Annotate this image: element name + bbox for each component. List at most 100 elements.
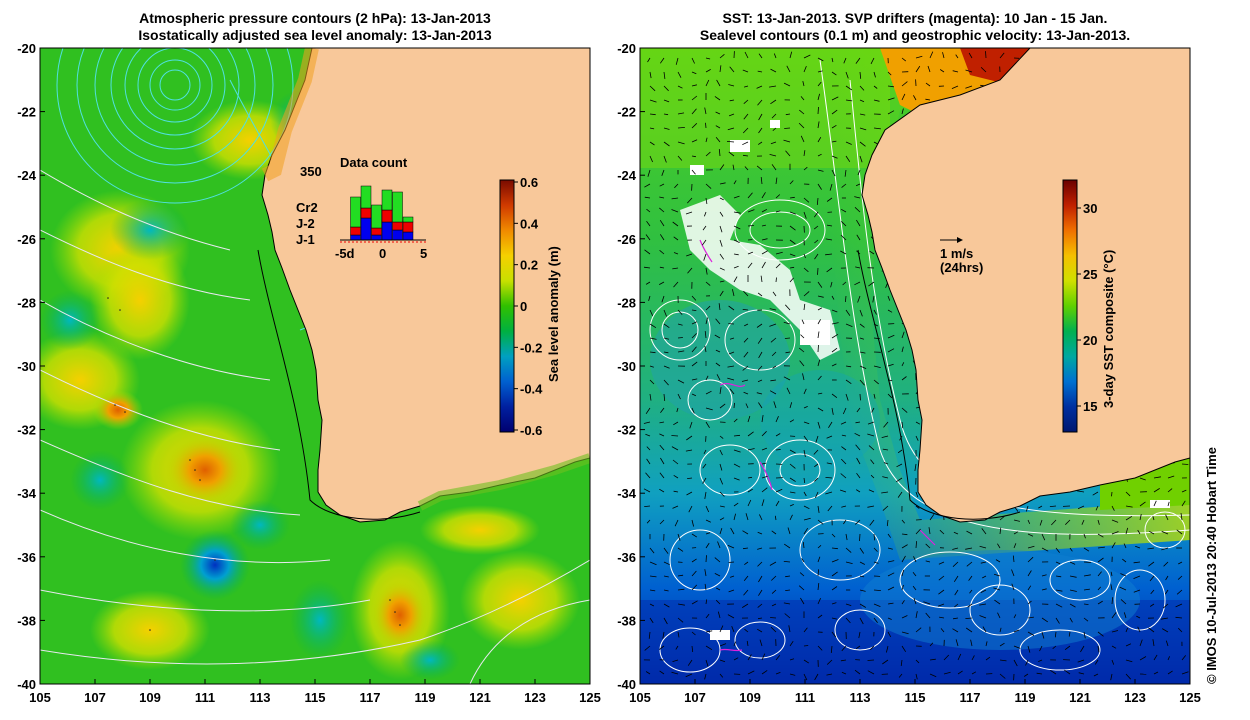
inset-bar-j2 <box>392 221 403 231</box>
y-tick-label: -38 <box>17 613 36 628</box>
inset-bar-j1 <box>381 221 393 241</box>
inset-title: Data count <box>340 155 408 170</box>
inset-bar-j2 <box>381 209 393 223</box>
colorbar-tick: 25 <box>1083 267 1097 282</box>
left-map: Data count 350 -5d 0 5 Cr2 J-2 J-1 <box>40 48 590 684</box>
inset-bar-cr2 <box>381 189 393 211</box>
left-x-axis: 105 107 109 111 113 115 117 119 121 123 125 <box>29 679 601 705</box>
inset-bar-j1 <box>371 234 382 241</box>
left-colorbar-label: Sea level anomaly (m) <box>546 246 561 382</box>
y-tick-label: -28 <box>617 295 636 310</box>
colorbar-tick: 0.2 <box>520 258 538 273</box>
velocity-scale-window: (24hrs) <box>940 260 983 275</box>
x-tick-label: 123 <box>524 690 546 705</box>
y-tick-label: -38 <box>617 613 636 628</box>
colorbar-tick: 15 <box>1083 399 1097 414</box>
x-tick-label: 123 <box>1124 690 1146 705</box>
inset-bar-j2 <box>402 221 414 233</box>
inset-ymax-label: 350 <box>300 164 322 179</box>
inset-bar-j1 <box>392 229 403 241</box>
x-tick-label: 107 <box>84 690 106 705</box>
right-title: SST: 13-Jan-2013. SVP drifters (magenta)… <box>640 10 1190 44</box>
right-colorbar-label: 3-day SST composite (°C) <box>1101 250 1116 408</box>
x-tick-label: 119 <box>415 690 436 705</box>
right-title-line2: Sealevel contours (0.1 m) and geostrophi… <box>699 27 1131 43</box>
x-tick-label: 111 <box>195 690 215 705</box>
x-tick-label: 125 <box>1179 690 1201 705</box>
inset-bar-cr2 <box>392 191 403 223</box>
y-tick-label: -34 <box>617 486 637 501</box>
x-tick-label: 107 <box>684 690 706 705</box>
inset-bar-j2 <box>371 227 382 236</box>
y-tick-label: -28 <box>17 295 36 310</box>
y-tick-label: -32 <box>17 423 36 438</box>
inset-bar-cr2 <box>371 204 382 229</box>
x-tick-label: 109 <box>739 690 761 705</box>
x-tick-label: 113 <box>850 690 871 705</box>
inset-bar-cr2 <box>402 216 414 223</box>
inset-bar-j2 <box>350 226 361 236</box>
x-tick-label: 121 <box>469 690 491 705</box>
x-tick-label: 105 <box>629 690 651 705</box>
x-tick-label: 109 <box>139 690 161 705</box>
sla-stipple <box>107 297 401 631</box>
colorbar-tick: 0 <box>520 299 527 314</box>
x-tick-label: 113 <box>250 690 271 705</box>
right-x-axis: 105 107 109 111 113 115 117 119 121 123 125 <box>629 679 1201 705</box>
x-tick-label: 125 <box>579 690 601 705</box>
left-title: Atmospheric pressure contours (2 hPa): 1… <box>40 10 590 44</box>
y-tick-label: -32 <box>617 423 636 438</box>
y-tick-label: -20 <box>617 41 636 56</box>
x-tick-label: 115 <box>305 690 326 705</box>
sst-variations <box>640 48 1190 684</box>
colorbar-tick: 20 <box>1083 333 1097 348</box>
y-tick-label: -22 <box>17 105 36 120</box>
inset-xtick-0: -5d <box>335 246 355 261</box>
right-title-line1: SST: 13-Jan-2013. SVP drifters (magenta)… <box>722 10 1108 26</box>
right-map: 1 m/s (24hrs) <box>640 48 1190 684</box>
colorbar-tick: -0.2 <box>520 340 542 355</box>
y-tick-label: -20 <box>17 41 36 56</box>
left-title-line1: Atmospheric pressure contours (2 hPa): 1… <box>139 10 491 26</box>
y-tick-label: -36 <box>17 550 36 565</box>
inset-bar-j2 <box>360 207 372 219</box>
left-y-axis: -20 -22 -24 -26 -28 -30 -32 -34 -36 -38 -40 <box>17 41 45 692</box>
svp-drifter-tracks <box>699 239 936 652</box>
y-tick-label: -26 <box>617 232 636 247</box>
inset-legend-j2: J-2 <box>296 216 315 231</box>
inset-bar-cr2 <box>350 196 361 228</box>
y-tick-label: -24 <box>617 168 637 183</box>
x-tick-label: 121 <box>1069 690 1091 705</box>
inset-bar-j1 <box>402 231 414 241</box>
y-tick-label: -36 <box>617 550 636 565</box>
y-tick-label: -22 <box>617 105 636 120</box>
inset-legend-cr2: Cr2 <box>296 200 318 215</box>
inset-bar-j1 <box>350 234 361 241</box>
sla-field <box>40 90 580 680</box>
x-tick-label: 119 <box>1015 690 1036 705</box>
colorbar-tick: 0.6 <box>520 175 538 190</box>
inset-bar-cr2 <box>360 185 372 209</box>
x-tick-label: 111 <box>795 690 815 705</box>
colorbar-tick: 0.4 <box>520 216 539 231</box>
left-colorbar: 0.6 0.4 0.2 0 -0.2 -0.4 -0.6 Sea level anomaly… <box>499 175 561 438</box>
colorbar-tick: -0.6 <box>520 423 542 438</box>
inset-bar-j1 <box>360 217 372 241</box>
y-tick-label: -26 <box>17 232 36 247</box>
left-title-line2: Isostatically adjusted sea level anomaly… <box>138 27 492 43</box>
colorbar-tick: 30 <box>1083 201 1097 216</box>
x-tick-label: 117 <box>960 690 981 705</box>
x-tick-label: 105 <box>29 690 51 705</box>
colorbar-tick: -0.4 <box>520 382 543 397</box>
inset-xtick-2: 5 <box>420 246 427 261</box>
inset-bars <box>350 185 414 241</box>
australia-land-right <box>861 48 1190 523</box>
y-tick-label: -34 <box>17 486 37 501</box>
imos-credit: © IMOS 10-Jul-2013 20:40 Hobart Time <box>1204 447 1219 684</box>
y-tick-label: -30 <box>617 359 636 374</box>
x-tick-label: 117 <box>360 690 381 705</box>
y-tick-label: -30 <box>17 359 36 374</box>
y-tick-label: -24 <box>17 168 37 183</box>
inset-legend-j1: J-1 <box>296 232 315 247</box>
